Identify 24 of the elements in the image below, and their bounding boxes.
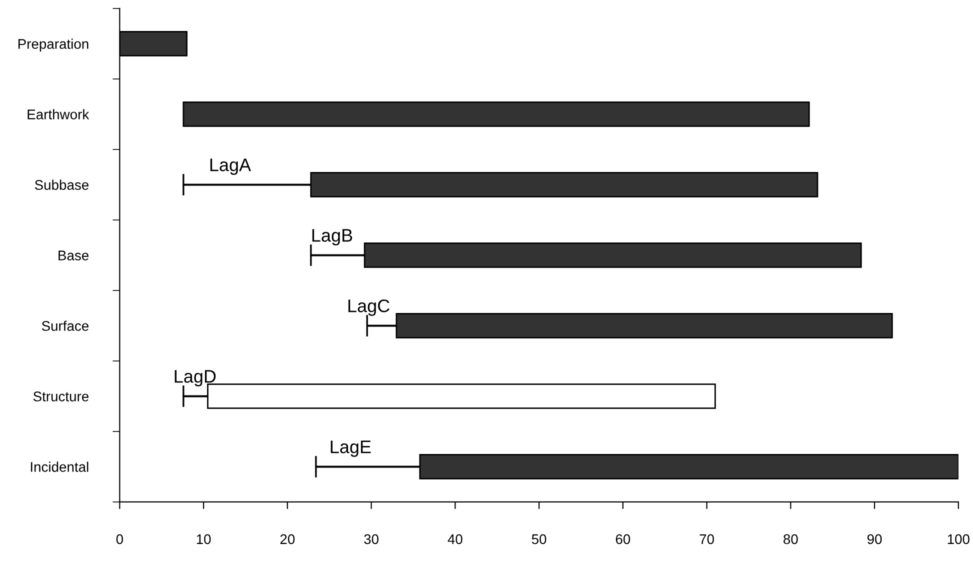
x-tick-label: 90 — [867, 534, 882, 544]
x-tick-label: 100 — [948, 534, 970, 544]
x-tick-label: 70 — [700, 534, 714, 544]
y-tick-label: Structure — [33, 392, 89, 402]
annotation: LagA — [210, 158, 252, 175]
x-tick-label: 80 — [784, 534, 798, 544]
y-tick-label: Incidental — [30, 462, 88, 472]
x-tick-label: 40 — [448, 534, 462, 544]
x-tick-label: 60 — [616, 534, 630, 544]
y-tick-label: Base — [58, 250, 89, 260]
x-tick-label: 30 — [364, 534, 378, 544]
annotation: LagC — [348, 299, 390, 316]
y-tick-label: Preparation — [18, 38, 88, 52]
y-tick-label: Surface — [42, 320, 89, 331]
x-tick-label: 10 — [196, 534, 211, 544]
x-tick-label: 20 — [280, 534, 295, 544]
annotation: LagD — [174, 370, 216, 386]
y-tick-label: Earthwork — [28, 109, 90, 120]
annotation: LagB — [312, 229, 352, 246]
y-tick-label: Subbase — [34, 180, 89, 190]
x-tick-label: 50 — [532, 534, 546, 544]
bar — [182, 102, 810, 127]
x-tick-label: 0 — [116, 534, 123, 544]
annotation: LagE — [330, 440, 371, 457]
